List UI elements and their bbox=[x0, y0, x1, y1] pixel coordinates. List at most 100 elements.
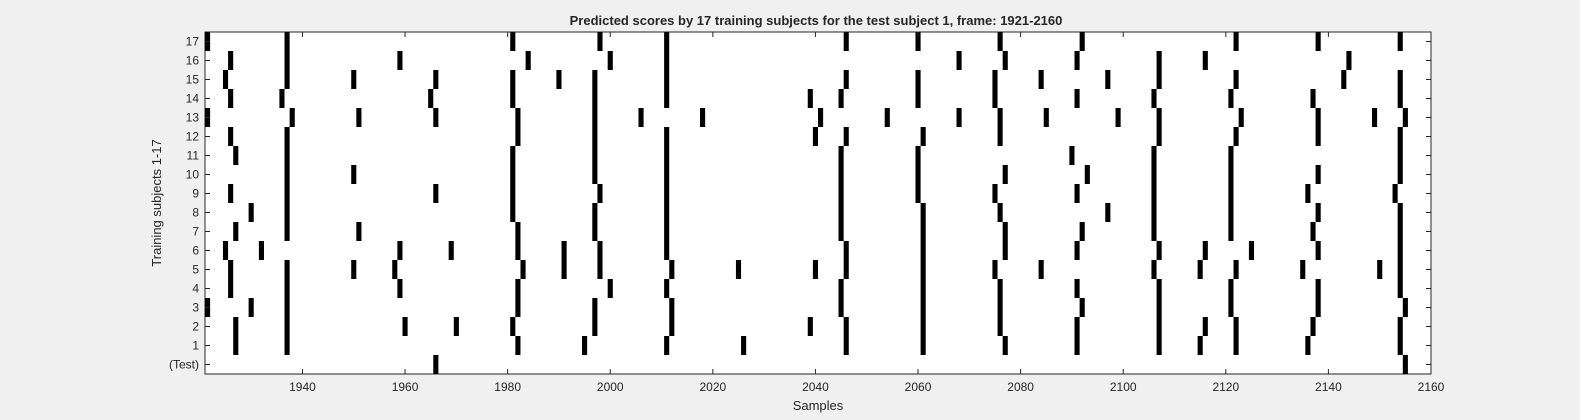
event-mark bbox=[1151, 222, 1157, 241]
event-mark bbox=[402, 317, 408, 336]
event-mark bbox=[915, 184, 921, 203]
event-mark bbox=[284, 336, 290, 355]
event-mark bbox=[1238, 108, 1244, 127]
event-mark bbox=[597, 32, 603, 51]
event-mark bbox=[433, 108, 439, 127]
event-mark bbox=[428, 89, 434, 108]
x-axis-label: Samples bbox=[793, 398, 844, 413]
event-mark bbox=[992, 260, 998, 279]
event-mark bbox=[920, 279, 926, 298]
event-mark bbox=[1397, 336, 1403, 355]
event-mark bbox=[1002, 241, 1008, 260]
event-mark bbox=[838, 279, 844, 298]
event-mark bbox=[1079, 222, 1085, 241]
y-tick-label: 2 bbox=[192, 320, 199, 334]
event-mark bbox=[838, 184, 844, 203]
event-mark bbox=[1397, 317, 1403, 336]
event-mark bbox=[1310, 317, 1316, 336]
y-tick-label: 6 bbox=[192, 244, 199, 258]
event-mark bbox=[669, 298, 675, 317]
event-mark bbox=[664, 222, 670, 241]
event-mark bbox=[1305, 336, 1311, 355]
x-tick-label: 2000 bbox=[597, 380, 624, 394]
event-mark bbox=[1074, 184, 1080, 203]
event-mark bbox=[1397, 279, 1403, 298]
event-mark bbox=[397, 241, 403, 260]
event-mark bbox=[284, 260, 290, 279]
event-mark bbox=[664, 241, 670, 260]
event-mark bbox=[228, 89, 234, 108]
event-mark bbox=[1156, 336, 1162, 355]
event-mark bbox=[920, 127, 926, 146]
event-mark bbox=[1402, 298, 1408, 317]
event-mark bbox=[561, 260, 567, 279]
event-mark bbox=[1074, 336, 1080, 355]
event-mark bbox=[510, 317, 516, 336]
event-mark bbox=[284, 32, 290, 51]
event-mark bbox=[351, 165, 357, 184]
y-tick-label: 9 bbox=[192, 187, 199, 201]
x-tick-label: 2060 bbox=[905, 380, 932, 394]
event-mark bbox=[1043, 108, 1049, 127]
x-tick-label: 2020 bbox=[699, 380, 726, 394]
event-mark bbox=[592, 222, 598, 241]
event-mark bbox=[592, 108, 598, 127]
event-mark bbox=[1315, 203, 1321, 222]
event-mark bbox=[592, 70, 598, 89]
y-tick-label: 3 bbox=[192, 301, 199, 315]
event-mark bbox=[664, 203, 670, 222]
event-mark bbox=[1156, 279, 1162, 298]
event-mark bbox=[1315, 241, 1321, 260]
event-mark bbox=[1105, 70, 1111, 89]
event-mark bbox=[1300, 260, 1306, 279]
event-mark bbox=[510, 70, 516, 89]
event-mark bbox=[233, 336, 239, 355]
event-mark bbox=[1310, 222, 1316, 241]
event-mark bbox=[1079, 32, 1085, 51]
event-mark bbox=[1084, 165, 1090, 184]
event-mark bbox=[1156, 70, 1162, 89]
event-mark bbox=[1315, 279, 1321, 298]
event-mark bbox=[1151, 165, 1157, 184]
event-mark bbox=[1002, 51, 1008, 70]
plot-area bbox=[204, 31, 1432, 375]
event-mark bbox=[1156, 317, 1162, 336]
event-mark bbox=[284, 317, 290, 336]
event-mark bbox=[510, 203, 516, 222]
x-tick-label: 1940 bbox=[289, 380, 316, 394]
event-mark bbox=[1038, 70, 1044, 89]
event-mark bbox=[228, 127, 234, 146]
x-axis: 1940 1960 1980 2000 2020 2040 2060 2080 2100 2120… bbox=[289, 32, 1445, 394]
event-mark bbox=[1228, 298, 1234, 317]
event-mark bbox=[284, 222, 290, 241]
event-mark bbox=[664, 51, 670, 70]
event-mark bbox=[843, 127, 849, 146]
event-mark bbox=[356, 222, 362, 241]
event-mark bbox=[920, 298, 926, 317]
event-mark bbox=[664, 336, 670, 355]
event-mark bbox=[1402, 108, 1408, 127]
event-mark bbox=[1228, 146, 1234, 165]
event-mark bbox=[664, 146, 670, 165]
event-mark bbox=[843, 241, 849, 260]
event-mark bbox=[1156, 108, 1162, 127]
event-mark bbox=[510, 89, 516, 108]
event-mark bbox=[1074, 279, 1080, 298]
event-mark bbox=[664, 32, 670, 51]
event-mark bbox=[515, 108, 521, 127]
event-mark bbox=[515, 279, 521, 298]
event-mark bbox=[284, 127, 290, 146]
event-mark bbox=[592, 317, 598, 336]
event-mark bbox=[638, 108, 644, 127]
event-mark bbox=[510, 184, 516, 203]
y-tick-label: 1 bbox=[192, 339, 199, 353]
event-mark bbox=[1197, 260, 1203, 279]
event-mark bbox=[838, 203, 844, 222]
event-mark bbox=[397, 279, 403, 298]
event-mark bbox=[1079, 298, 1085, 317]
event-mark bbox=[735, 260, 742, 279]
event-mark bbox=[956, 51, 962, 70]
event-mark bbox=[838, 298, 844, 317]
event-mark bbox=[453, 317, 459, 336]
